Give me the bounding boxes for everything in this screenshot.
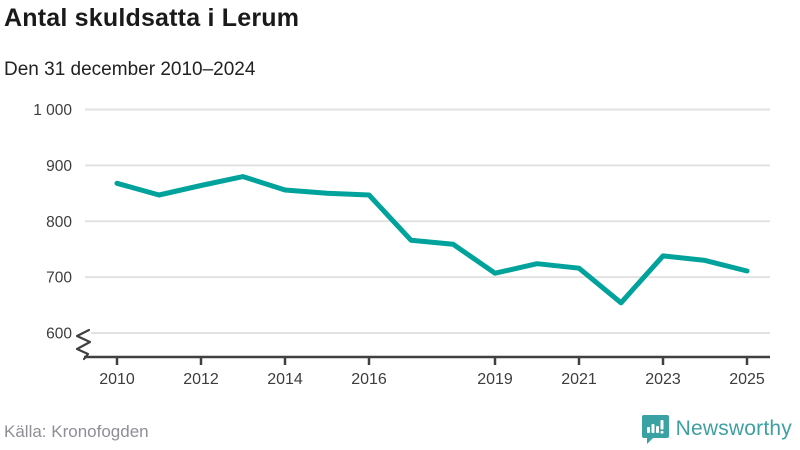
axis-break-icon <box>75 328 92 361</box>
data-line-antal-skuldsatta <box>114 174 750 306</box>
y-axis-tick-label: 1 000 <box>33 102 72 119</box>
bar-chart-speech-bubble-icon <box>641 415 669 444</box>
newsworthy-logo[interactable]: Newsworthy <box>641 414 792 444</box>
brand-wordmark: Newsworthy <box>675 417 792 440</box>
chart-subtitle: Den 31 december 2010–2024 <box>4 59 256 80</box>
chart-footer: Källa: Kronofogden Newsworthy <box>0 410 800 450</box>
chart-header: Antal skuldsatta i Lerum Den 31 december… <box>4 4 299 81</box>
source-label: Källa: Kronofogden <box>4 422 149 441</box>
x-axis-tick-label: 2016 <box>351 371 387 388</box>
x-axis-tick-label: 2021 <box>561 371 597 388</box>
x-axis-tick-label: 2014 <box>267 371 303 388</box>
x-axis-tick-label: 2025 <box>729 371 765 388</box>
y-axis-tick-label: 700 <box>46 270 72 287</box>
x-axis-tick-label: 2010 <box>99 371 135 388</box>
x-axis-tick-label: 2012 <box>183 371 219 388</box>
x-axis-tick-label: 2023 <box>645 371 681 388</box>
y-axis-tick-label: 800 <box>46 214 72 231</box>
y-axis-tick-label: 600 <box>46 326 72 343</box>
page-title: Antal skuldsatta i Lerum <box>4 4 300 32</box>
y-axis-tick-label: 900 <box>46 158 72 175</box>
x-axis-tick-label: 2019 <box>477 371 513 388</box>
